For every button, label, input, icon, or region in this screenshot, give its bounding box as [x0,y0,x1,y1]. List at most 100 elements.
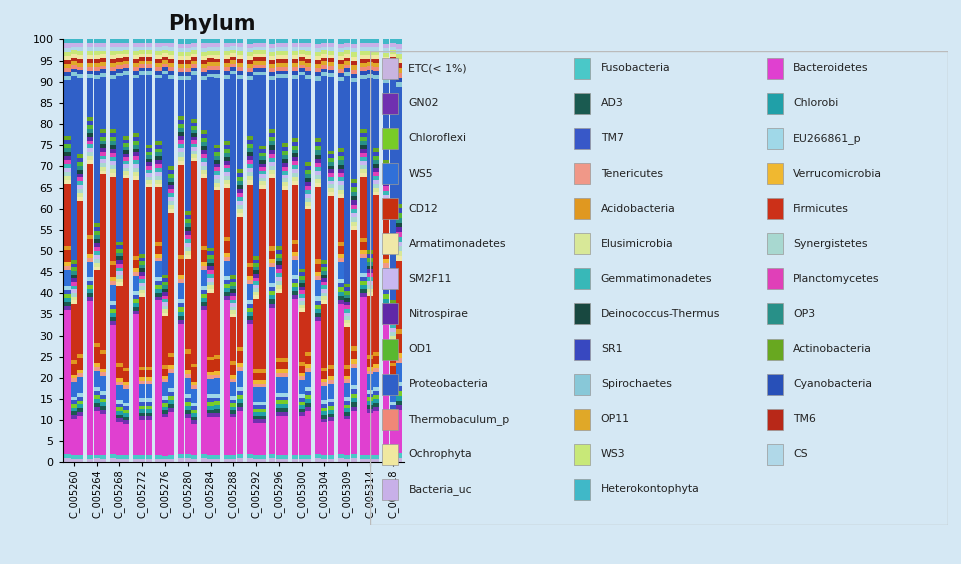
Bar [344,365,350,368]
Bar [321,72,327,76]
Bar [185,239,190,243]
Bar [246,60,253,64]
Bar [178,459,185,462]
Bar [93,363,100,367]
Bar [360,43,366,47]
Bar [360,297,366,455]
Bar [328,51,333,55]
Bar [178,140,185,144]
Bar [373,39,379,43]
Bar [350,187,357,192]
Bar [328,455,333,459]
Bar [100,47,106,51]
Bar [337,39,343,43]
Bar [350,226,357,230]
Bar [344,405,350,408]
Bar [100,399,106,403]
Bar [64,140,70,144]
Bar [282,74,288,78]
Bar [145,367,152,370]
Bar [139,275,145,279]
Bar [110,63,116,68]
Bar [276,55,282,59]
Bar [123,385,129,389]
Bar [156,184,161,187]
Bar [64,136,70,140]
Bar [574,128,590,149]
Bar [87,129,93,133]
Bar [110,165,116,169]
Bar [382,268,398,289]
Bar [213,55,220,59]
Bar [344,50,350,54]
Bar [77,166,84,170]
Bar [71,286,77,289]
Bar [100,391,106,395]
Bar [389,61,395,64]
Bar [133,141,138,144]
Bar [208,39,213,43]
Bar [366,371,373,374]
Bar [110,313,116,317]
Bar [276,293,282,358]
Bar [292,291,298,295]
Bar [224,141,230,145]
Bar [116,73,122,76]
Bar [259,43,265,47]
Bar [360,455,366,459]
Bar [269,170,275,174]
Bar [396,458,402,462]
Bar [71,297,77,300]
Bar [292,259,298,275]
Bar [133,148,138,152]
Bar [230,459,236,462]
Bar [87,459,93,462]
Bar [145,370,152,377]
Bar [110,325,116,455]
Bar [208,293,213,356]
Bar [201,51,207,55]
Bar [145,413,152,416]
Bar [87,144,93,148]
Bar [389,402,395,406]
Bar [93,55,100,59]
Bar [282,459,288,462]
Bar [208,73,213,77]
Bar [574,198,590,219]
Bar [156,160,161,164]
Bar [133,133,138,137]
Bar [246,80,253,136]
Bar [178,116,185,120]
Bar [191,459,197,462]
Bar [230,50,236,54]
Bar [100,39,106,43]
Bar [110,459,116,462]
Bar [87,117,93,121]
Bar [87,74,93,78]
Bar [145,416,152,420]
Bar [236,189,242,193]
Bar [282,408,288,412]
Bar [213,164,220,168]
Bar [156,176,161,180]
Bar [77,59,84,63]
Bar [93,71,100,76]
Bar [133,164,138,168]
Bar [246,160,253,164]
Bar [208,376,213,379]
Bar [201,306,207,310]
Bar [185,251,190,255]
Bar [259,387,265,402]
Bar [139,381,145,384]
Bar [246,169,253,173]
Bar [213,374,220,378]
Bar [236,59,242,64]
Bar [314,64,321,68]
Bar [156,47,161,51]
Bar [337,186,343,190]
Bar [213,66,220,70]
Bar [224,169,230,173]
Bar [269,303,275,307]
Bar [236,411,242,455]
Bar [139,420,145,455]
